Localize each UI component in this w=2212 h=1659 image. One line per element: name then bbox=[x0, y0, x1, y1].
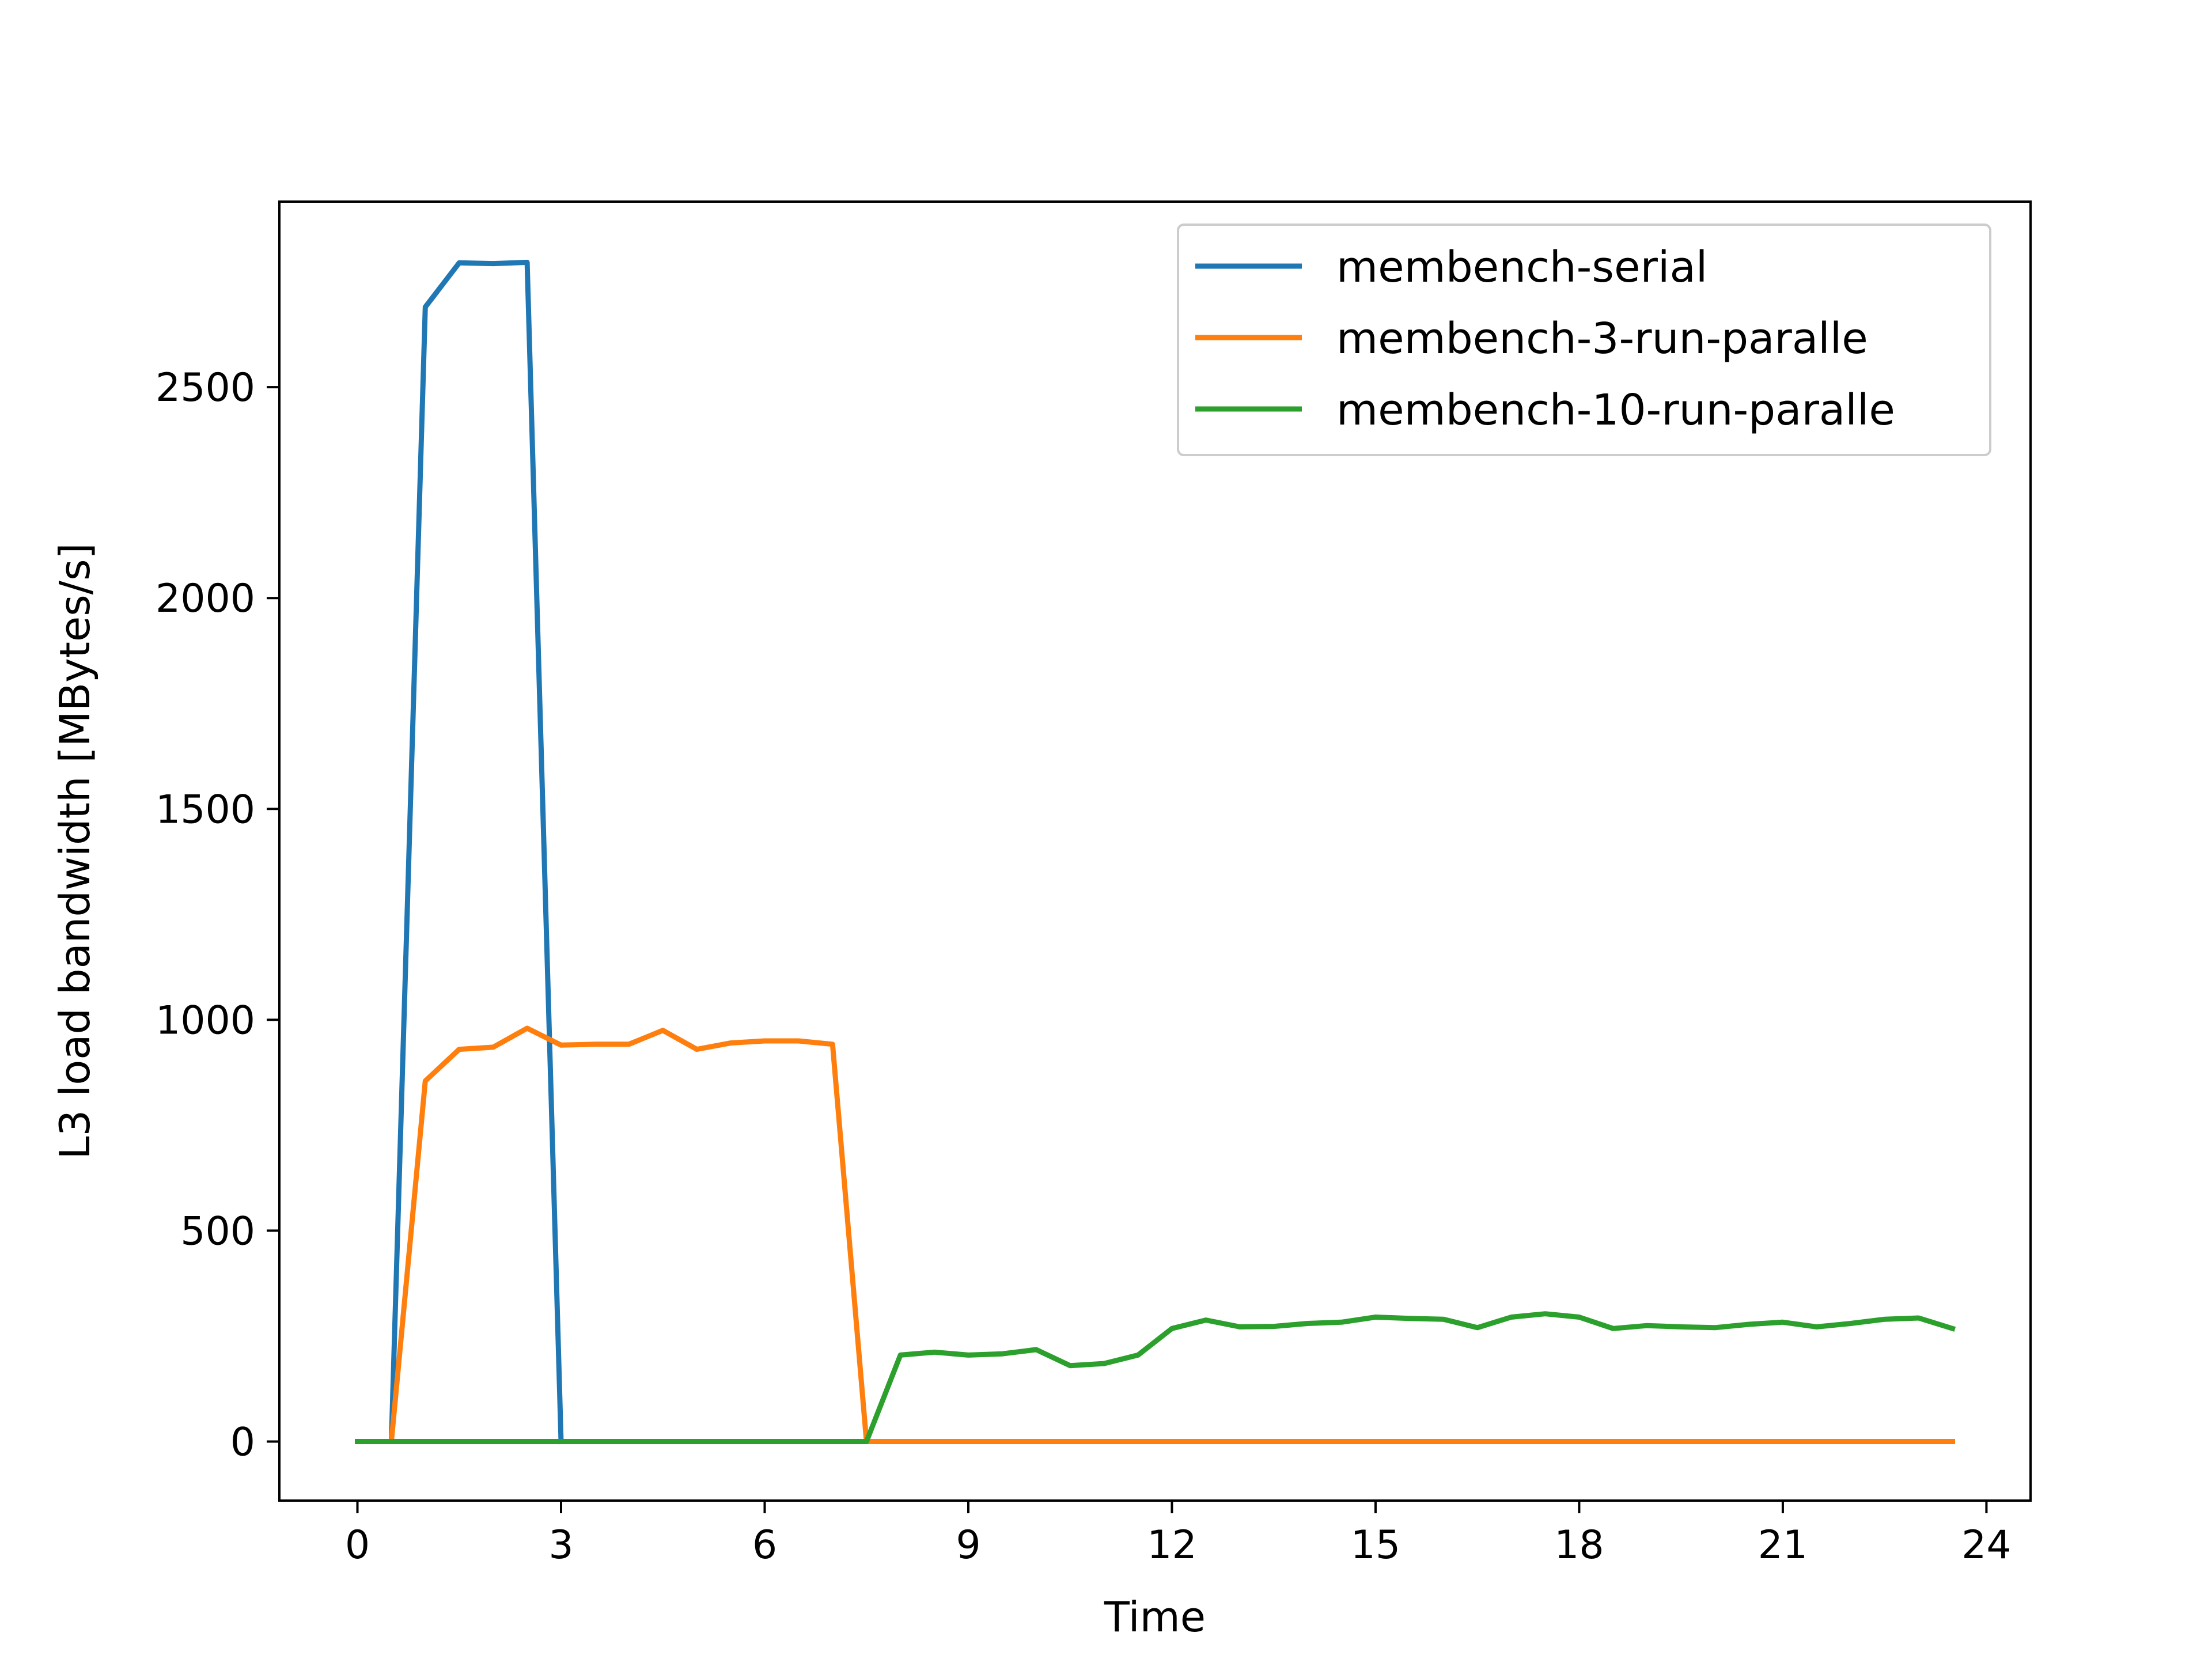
y-tick-label: 1500 bbox=[156, 787, 255, 832]
legend: membench-serial membench-3-run-paralle mem… bbox=[1177, 224, 1991, 456]
x-tick-label: 15 bbox=[1351, 1522, 1401, 1568]
x-tick-label: 12 bbox=[1147, 1522, 1197, 1568]
y-axis-ticks: 0 500 1000 1500 2000 2500 bbox=[156, 365, 279, 1465]
legend-label: membench-10-run-paralle bbox=[1336, 385, 1895, 435]
series-layer bbox=[355, 259, 1956, 1445]
series-line-2 bbox=[355, 1025, 1955, 1444]
y-tick-label: 2500 bbox=[156, 365, 255, 411]
y-tick-label: 500 bbox=[180, 1209, 255, 1254]
legend-label: membench-serial bbox=[1336, 243, 1707, 292]
x-tick-label: 24 bbox=[1961, 1522, 2012, 1568]
x-axis-ticks: 0 3 6 9 12 15 18 21 24 bbox=[345, 1501, 2012, 1568]
x-tick-label: 9 bbox=[956, 1522, 980, 1568]
y-axis-label: L3 load bandwidth [MBytes/s] bbox=[51, 543, 99, 1159]
x-tick-label: 6 bbox=[752, 1522, 777, 1568]
legend-items: membench-serial membench-3-run-paralle mem… bbox=[1195, 243, 1895, 435]
legend-label: membench-3-run-paralle bbox=[1336, 314, 1868, 363]
y-tick-label: 1000 bbox=[156, 998, 255, 1043]
x-tick-label: 21 bbox=[1758, 1522, 1808, 1568]
x-tick-label: 3 bbox=[548, 1522, 573, 1568]
y-tick-label: 0 bbox=[230, 1420, 255, 1465]
series-line-3 bbox=[355, 1311, 1956, 1444]
x-axis-label: Time bbox=[1104, 1593, 1206, 1641]
y-tick-label: 2000 bbox=[156, 576, 255, 622]
x-tick-label: 18 bbox=[1554, 1522, 1604, 1568]
x-tick-label: 0 bbox=[345, 1522, 370, 1568]
plot-area-frame bbox=[278, 200, 2032, 1502]
legend-box bbox=[1177, 224, 1991, 456]
